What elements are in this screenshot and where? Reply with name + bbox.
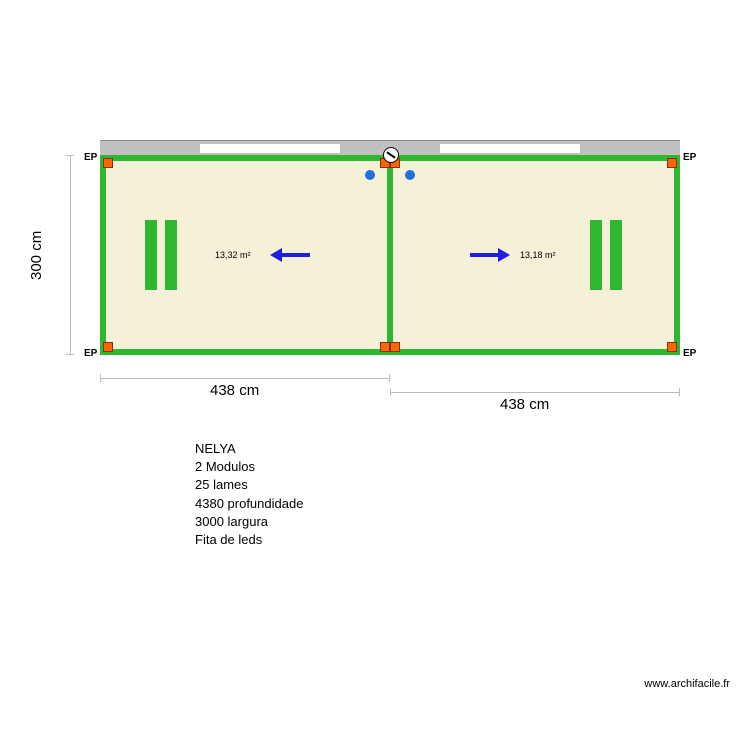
bar [165, 220, 177, 290]
dot-icon [405, 170, 415, 180]
post [103, 158, 113, 168]
dim-width-right: 438 cm [500, 396, 549, 413]
ep-label: EP [84, 348, 97, 359]
bar [590, 220, 602, 290]
dim-tick [679, 388, 680, 396]
ep-label: EP [683, 348, 696, 359]
dim-line [100, 378, 390, 379]
ep-label: EP [84, 152, 97, 163]
note-line: 4380 profundidade [195, 495, 303, 513]
plan-area: 13,32 m² 13,18 m² [100, 155, 680, 355]
note-line: NELYA [195, 440, 303, 458]
wall-right [674, 155, 680, 355]
notes-block: NELYA 2 Modulos 25 lames 4380 profundida… [195, 440, 303, 549]
post [667, 158, 677, 168]
top-rail-slot [200, 144, 340, 153]
dim-tick [389, 374, 390, 382]
area-label-right: 13,18 m² [520, 250, 556, 260]
top-rail-slot [440, 144, 580, 153]
center-symbol-icon [383, 147, 399, 163]
bar [145, 220, 157, 290]
note-line: 25 lames [195, 476, 303, 494]
dim-tick [66, 354, 74, 355]
note-line: 2 Modulos [195, 458, 303, 476]
dim-width-left: 438 cm [210, 382, 259, 399]
dim-tick [66, 155, 74, 156]
bar [610, 220, 622, 290]
dim-height: 300 cm [28, 231, 45, 280]
dim-line [390, 392, 680, 393]
arrow-right [460, 248, 510, 262]
post [390, 342, 400, 352]
area-label-left: 13,32 m² [215, 250, 251, 260]
dim-line [70, 155, 71, 355]
dim-tick [390, 388, 391, 396]
watermark: www.archifacile.fr [644, 678, 730, 690]
ep-label: EP [683, 152, 696, 163]
post [380, 342, 390, 352]
note-line: 3000 largura [195, 513, 303, 531]
dot-icon [365, 170, 375, 180]
arrow-left [270, 248, 320, 262]
floor-plan-canvas: 13,32 m² 13,18 m² EP EP EP EP 300 cm 438… [0, 0, 750, 750]
post [667, 342, 677, 352]
post [103, 342, 113, 352]
note-line: Fita de leds [195, 531, 303, 549]
dim-tick [100, 374, 101, 382]
